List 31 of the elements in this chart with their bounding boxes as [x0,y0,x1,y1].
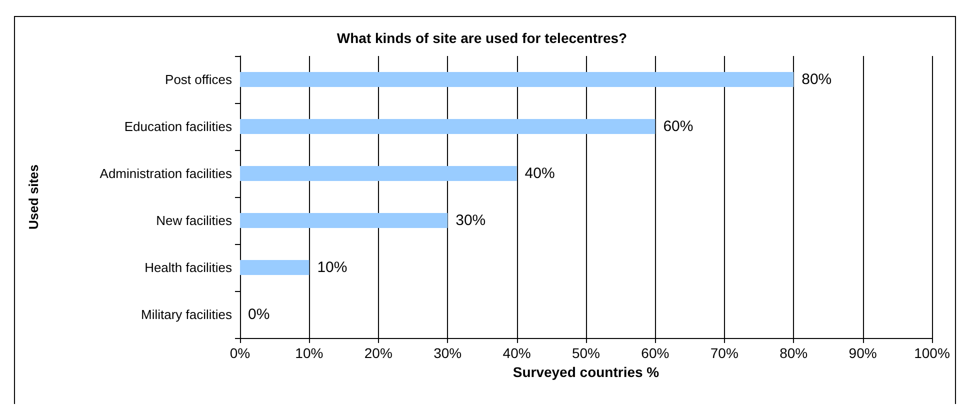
x-tick-label: 20% [364,345,392,361]
x-axis-title: Surveyed countries % [512,364,660,380]
x-tick-label: 80% [780,345,808,361]
bar [240,166,517,181]
data-label: 0% [248,306,270,323]
y-tick-label: Military facilities [140,307,232,322]
x-tick-label: 90% [848,345,877,361]
bar [240,119,656,134]
y-tick-label: Administration facilities [100,166,232,181]
y-tick-label: New facilities [156,213,232,228]
bar [240,213,448,228]
y-tick-label: Post offices [165,72,232,87]
x-tick-label: 40% [502,345,531,361]
bar [240,72,794,87]
x-tick-label: 30% [434,345,462,361]
x-tick-label: 60% [641,345,670,361]
y-tick-label: Education facilities [124,119,232,134]
x-tick-label: 0% [230,345,250,361]
data-label: 80% [802,71,832,88]
data-label: 60% [663,118,694,135]
x-tick-label: 100% [914,345,950,361]
x-tick-label: 10% [295,345,324,361]
y-axis-title: Used sites [26,164,41,230]
data-label: 30% [456,212,486,229]
x-tick-label: 70% [710,345,738,361]
data-label: 40% [524,165,555,182]
chart-title: What kinds of site are used for telecentres? [336,30,628,46]
y-tick-label: Health facilities [144,260,232,275]
bar [240,260,310,275]
data-label: 10% [317,259,348,276]
x-tick-label: 50% [572,345,600,361]
